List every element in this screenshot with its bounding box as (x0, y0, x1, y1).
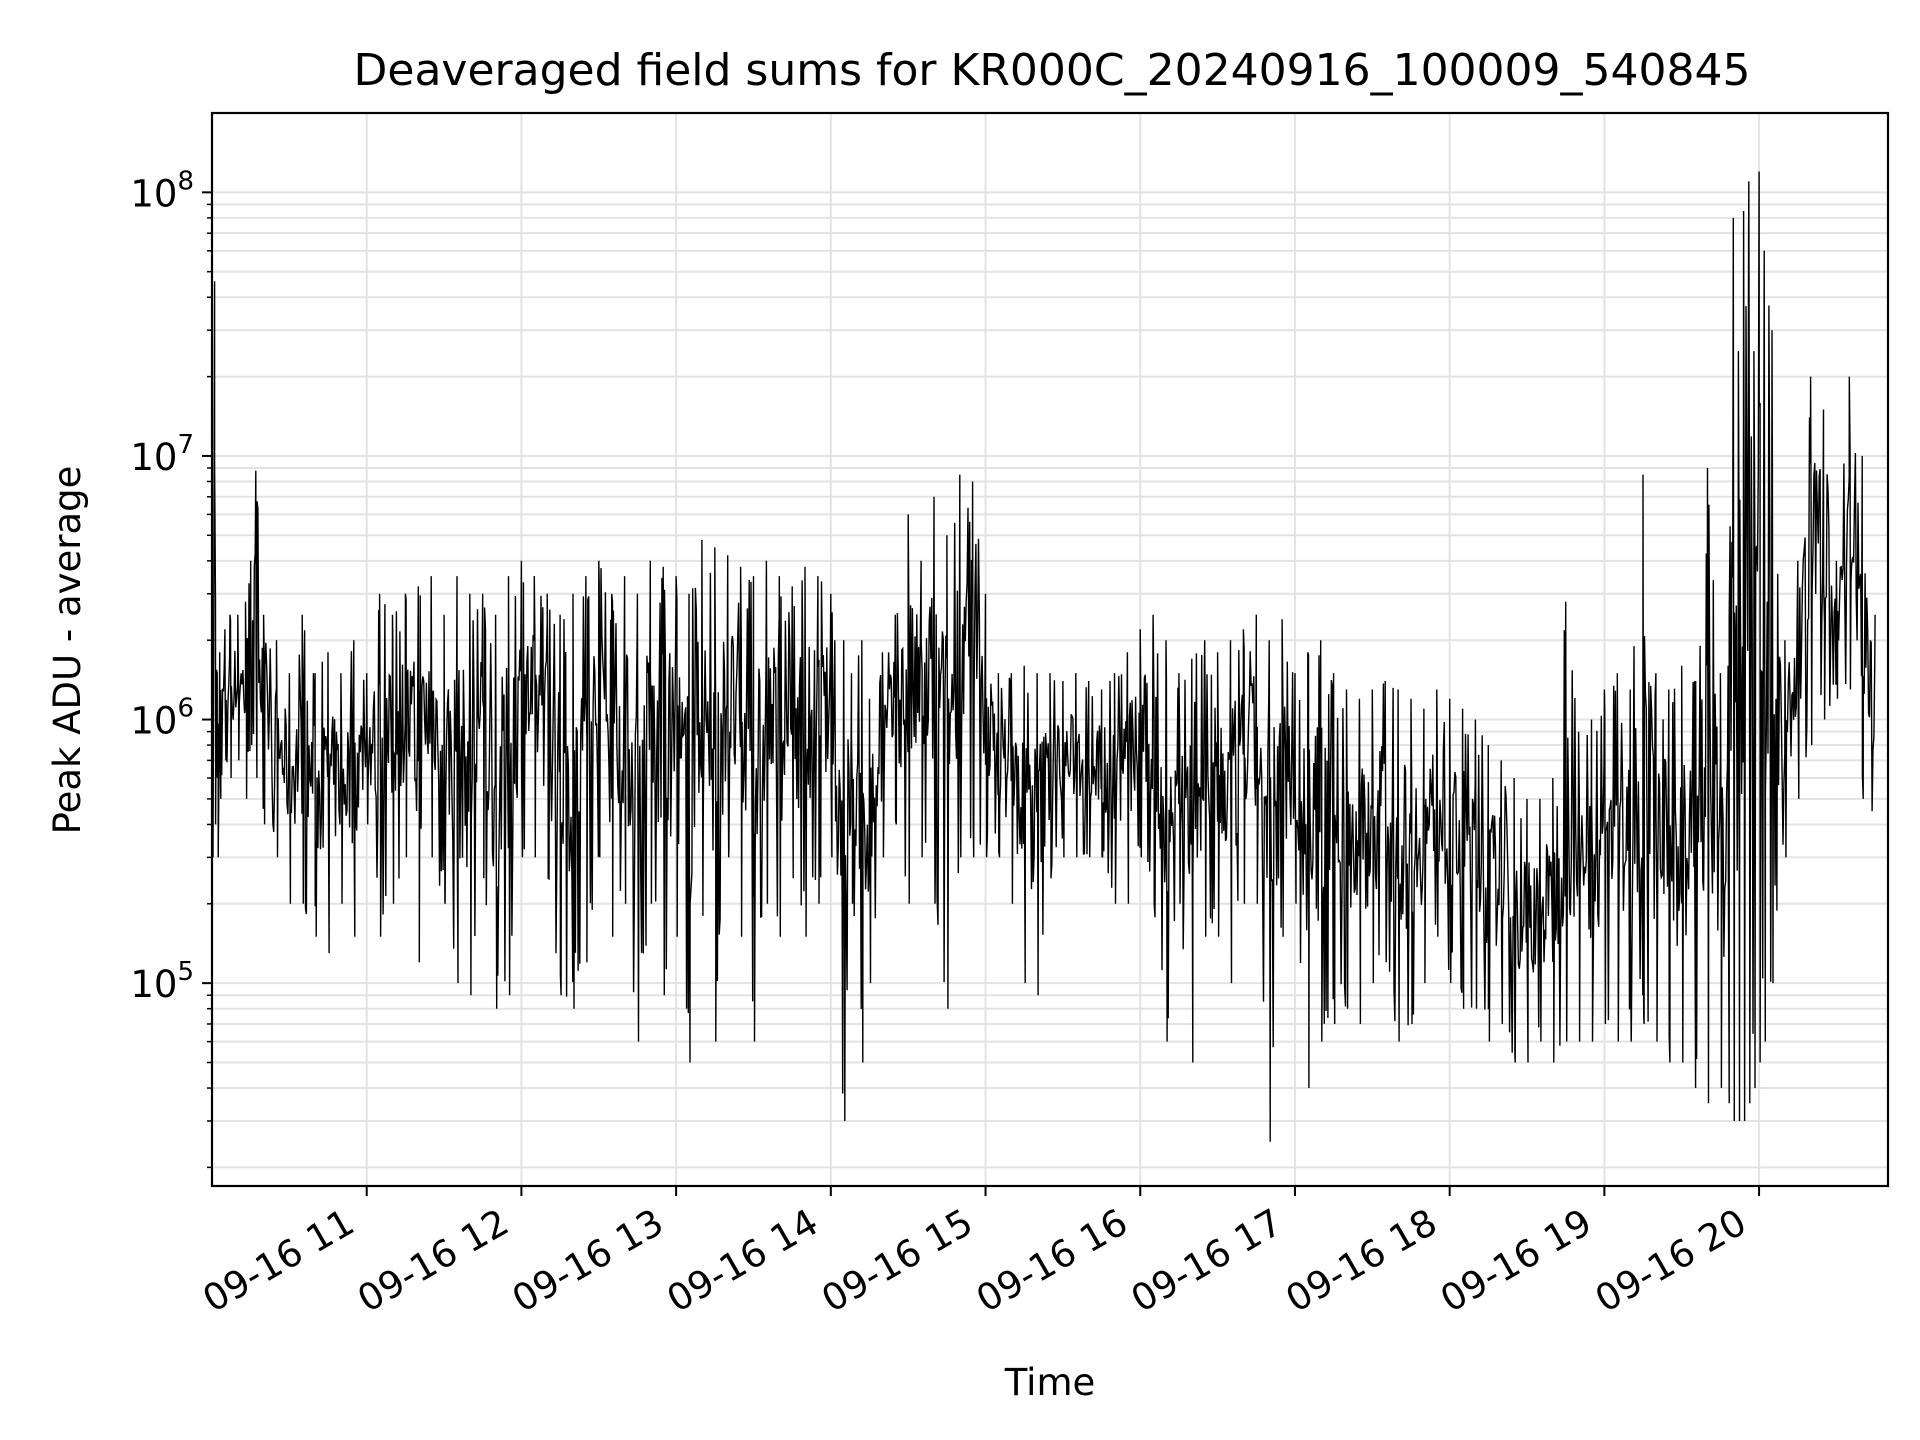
y-tick-label: 105 (130, 957, 194, 1006)
plot-frame (210, 111, 1890, 1188)
series-layer (211, 171, 1876, 1142)
y-tick-label: 107 (130, 430, 194, 479)
chart-title: Deaveraged field sums for KR000C_2024091… (354, 45, 1751, 96)
y-axis-label: Peak ADU - average (46, 466, 89, 835)
x-axis-label: Time (1004, 1361, 1096, 1404)
y-tick-label: 106 (130, 694, 194, 743)
plot-area (210, 111, 1890, 1188)
y-axis: 105 106 107 108 (130, 166, 212, 1169)
series-line (211, 171, 1876, 1142)
y-tick-label: 108 (130, 166, 194, 215)
